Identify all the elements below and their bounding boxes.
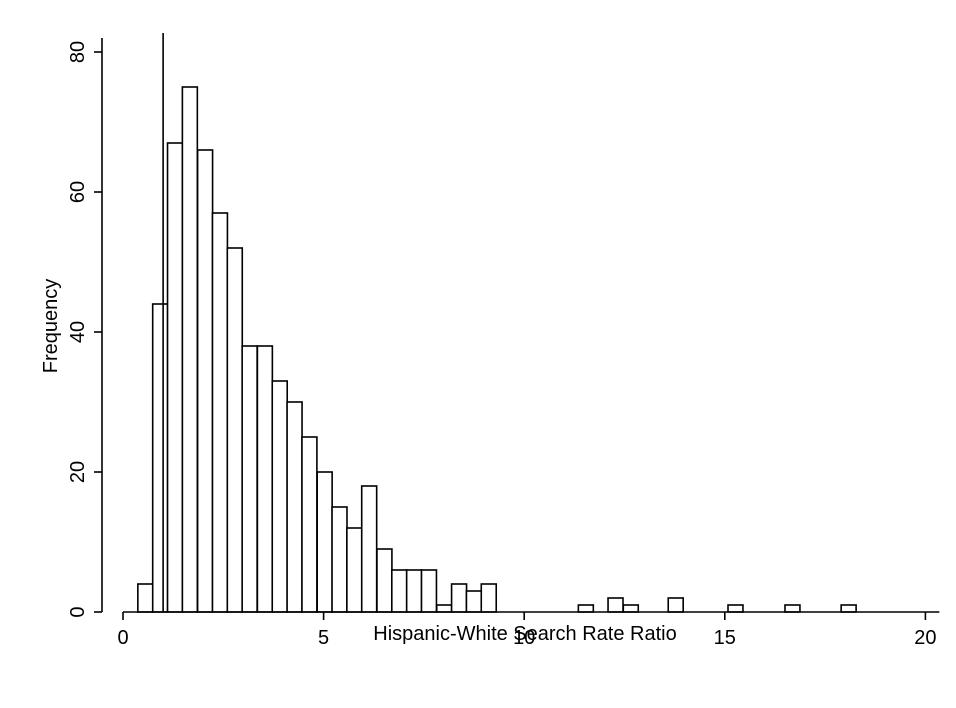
histogram-bar bbox=[256, 345, 274, 613]
x-tick-label: 10 bbox=[513, 627, 535, 649]
y-axis-title: Frequency bbox=[40, 279, 62, 374]
y-tick-label: 20 bbox=[67, 461, 89, 483]
histogram-bar bbox=[166, 142, 184, 613]
histogram-bar bbox=[271, 380, 289, 613]
x-tick-label: 15 bbox=[714, 627, 736, 649]
histogram-bar bbox=[405, 569, 423, 613]
histogram-bar bbox=[301, 436, 318, 613]
histogram-bar bbox=[331, 506, 348, 613]
y-tick-label: 60 bbox=[67, 181, 89, 203]
histogram-bar bbox=[286, 401, 303, 613]
histogram-bar bbox=[420, 569, 438, 613]
histogram-bar bbox=[211, 212, 229, 613]
histogram-bar bbox=[376, 548, 393, 613]
histogram-bar bbox=[840, 604, 857, 613]
x-tick-label: 5 bbox=[318, 627, 329, 649]
histogram-bar bbox=[480, 583, 498, 613]
histogram-bar bbox=[137, 583, 154, 613]
histogram-bar bbox=[727, 604, 744, 613]
y-tick-label: 0 bbox=[67, 606, 89, 617]
bars-layer bbox=[137, 86, 857, 613]
histogram-bar bbox=[465, 590, 483, 613]
histogram-bar bbox=[435, 604, 453, 613]
histogram-bar bbox=[241, 345, 258, 613]
histogram-bar bbox=[622, 604, 640, 613]
histogram-bar bbox=[360, 485, 378, 613]
y-tick-label: 40 bbox=[67, 321, 89, 343]
x-tick-label: 20 bbox=[914, 627, 936, 649]
x-axis-title: Hispanic-White Search Rate Ratio bbox=[373, 623, 676, 645]
histogram-bar bbox=[784, 604, 801, 613]
histogram-bar bbox=[390, 569, 408, 613]
axes-layer: 0 5 10 15 20 0 20 40 60 80 bbox=[67, 38, 940, 649]
histogram-bar bbox=[316, 471, 333, 613]
histogram-bar bbox=[667, 597, 684, 613]
histogram-bar bbox=[450, 583, 468, 613]
histogram-bar bbox=[346, 527, 363, 613]
histogram-bar bbox=[607, 597, 624, 613]
histogram-bar bbox=[196, 149, 214, 613]
y-tick-label: 80 bbox=[67, 41, 89, 63]
histogram-bar bbox=[181, 86, 199, 613]
histogram-bar bbox=[577, 604, 595, 613]
histogram-bar bbox=[151, 303, 169, 613]
histogram-bar bbox=[226, 247, 244, 613]
x-tick-label: 0 bbox=[117, 627, 128, 649]
